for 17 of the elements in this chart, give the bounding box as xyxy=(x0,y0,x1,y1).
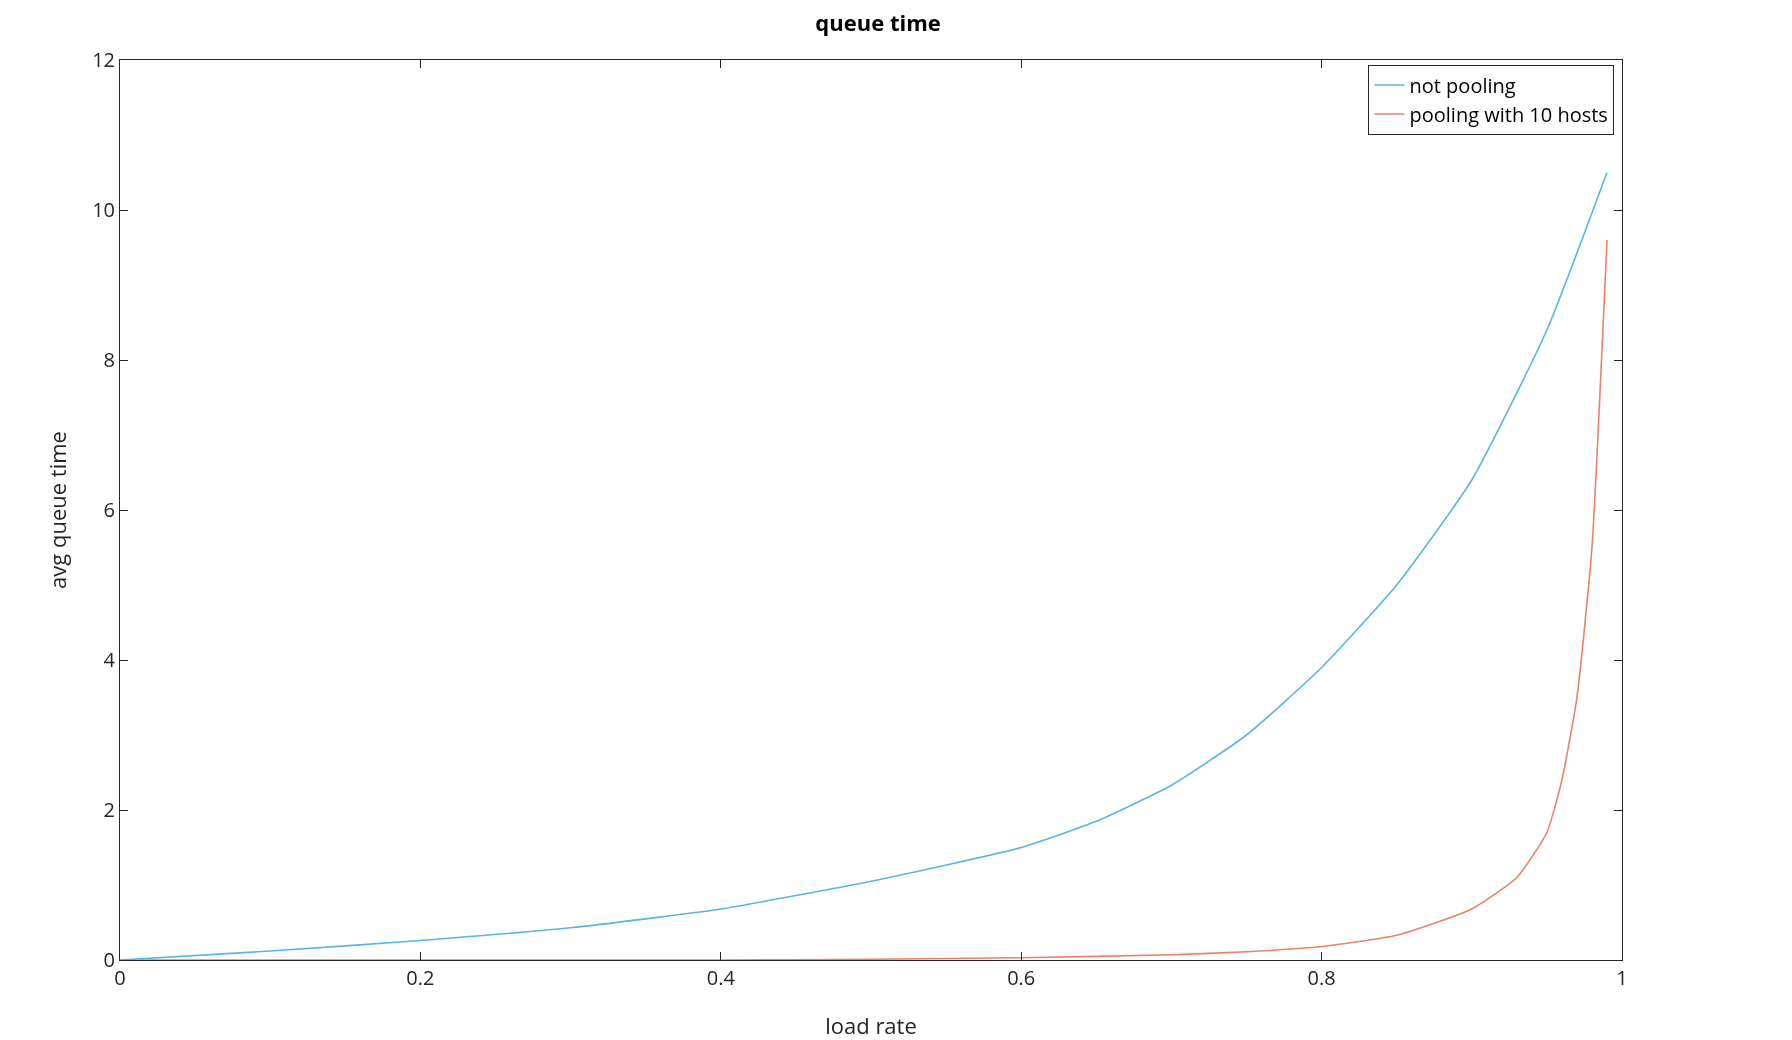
y-tick-label: 12 xyxy=(92,46,115,73)
y-tick-label: 10 xyxy=(92,196,115,223)
legend-label: not pooling xyxy=(1409,71,1516,99)
x-tick-label: 1 xyxy=(1616,964,1628,991)
x-tick-label: 0.6 xyxy=(1007,964,1036,991)
y-tick-label: 8 xyxy=(103,346,115,373)
x-axis-title: load rate xyxy=(825,1010,917,1040)
y-axis-title: avg queue time xyxy=(42,431,72,589)
y-tick-label: 2 xyxy=(103,796,115,823)
x-tick-label: 0.8 xyxy=(1307,964,1336,991)
chart-title: queue time xyxy=(815,7,941,37)
legend-label: pooling with 10 hosts xyxy=(1409,100,1608,128)
y-tick-label: 0 xyxy=(103,946,115,973)
y-tick-label: 6 xyxy=(103,496,115,523)
y-tick-label: 4 xyxy=(103,646,116,673)
x-tick-label: 0.2 xyxy=(406,964,435,991)
x-tick-label: 0.4 xyxy=(706,964,736,991)
